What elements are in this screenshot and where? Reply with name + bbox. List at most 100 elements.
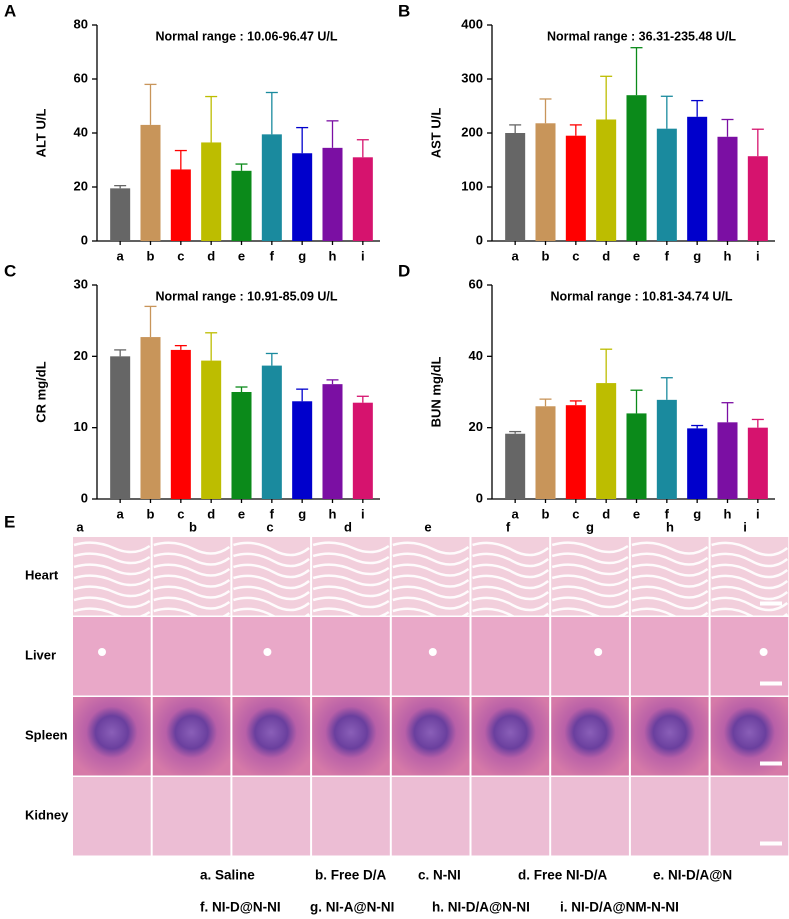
tissue-image (630, 617, 709, 696)
tissue-image (551, 617, 629, 696)
tissue-texture (153, 541, 231, 555)
y-tick-label: 10 (74, 419, 88, 434)
tissue-texture (711, 585, 789, 601)
y-tick-label: 100 (461, 178, 483, 193)
tissue-texture (472, 563, 549, 579)
tissue-texture (153, 574, 231, 588)
y-axis-label: AST U/L (428, 108, 443, 159)
tissue-texture (711, 574, 789, 590)
bar (322, 384, 343, 499)
bar (261, 365, 282, 499)
x-tick-label: e (238, 506, 245, 521)
y-axis-label: ALT U/L (33, 109, 48, 158)
tissue-texture (472, 552, 549, 568)
tissue-image (551, 697, 629, 776)
x-tick-label: a (117, 248, 125, 263)
tissue-texture (551, 596, 629, 609)
legend-entry: b. Free D/A (315, 868, 387, 883)
chart-title: Normal range : 10.91-85.09 U/L (155, 289, 337, 303)
bar (231, 170, 252, 241)
row-label: Kidney (25, 808, 69, 823)
y-tick-label: 20 (74, 178, 88, 193)
panel-label: B (398, 1, 410, 20)
tissue-image (391, 697, 470, 776)
x-tick-label: d (602, 248, 610, 263)
x-tick-label: g (693, 248, 701, 263)
tissue-texture (98, 648, 106, 656)
tissue-image (152, 617, 231, 696)
x-tick-label: g (298, 506, 306, 521)
bar (110, 356, 131, 499)
bar (717, 422, 738, 499)
x-tick-label: c (177, 248, 184, 263)
bar (292, 153, 313, 241)
column-label: g (586, 519, 594, 534)
tissue-texture (312, 541, 390, 554)
tissue-texture (711, 596, 789, 612)
x-tick-label: g (693, 506, 701, 521)
tissue-texture (392, 552, 470, 566)
bar (596, 119, 617, 241)
tissue-texture (73, 777, 151, 856)
tissue-texture (631, 552, 709, 566)
tissue-texture (233, 552, 310, 568)
tissue-texture (759, 648, 768, 656)
y-tick-label: 30 (74, 276, 88, 291)
tissue-image (391, 617, 470, 696)
column-label: c (266, 519, 273, 534)
tissue-texture (312, 596, 390, 609)
tissue-image (312, 697, 390, 776)
legend-entry: i. NI-D/A@NM-N-NI (560, 900, 679, 915)
bar (656, 399, 677, 499)
x-tick-label: h (329, 506, 337, 521)
x-tick-label: i (756, 506, 760, 521)
tissue-texture (631, 541, 709, 555)
tissue-texture (631, 563, 709, 577)
tissue-texture (551, 574, 629, 587)
tissue-image (312, 777, 390, 856)
bar (565, 405, 586, 499)
tissue-texture (233, 585, 310, 601)
tissue-texture (312, 777, 390, 856)
tissue-texture (73, 585, 151, 598)
row-label: Liver (25, 648, 56, 663)
panel-label: A (4, 1, 16, 20)
tissue-image (471, 617, 550, 696)
bar (170, 169, 191, 241)
y-axis-label: BUN mg/dL (428, 357, 443, 428)
tissue-texture (312, 607, 390, 620)
panel-label: D (398, 261, 410, 280)
y-tick-label: 20 (74, 348, 88, 363)
chart-title: Normal range : 36.31-235.48 U/L (547, 29, 736, 43)
tissue-texture (233, 563, 310, 579)
tissue-texture (551, 563, 629, 576)
tissue-texture (73, 574, 151, 587)
tissue-texture (312, 574, 390, 587)
column-label: a (76, 519, 84, 534)
bar (747, 156, 768, 241)
legend-entry: c. N-NI (418, 868, 461, 883)
tissue-texture (312, 585, 390, 598)
bar (565, 135, 586, 241)
legend-entry: e. NI-D/A@N (653, 868, 732, 883)
tissue-texture (711, 552, 789, 568)
y-tick-label: 200 (461, 124, 483, 139)
x-tick-label: a (117, 506, 125, 521)
y-tick-label: 0 (81, 490, 88, 505)
tissue-texture (391, 777, 470, 856)
x-tick-label: e (633, 248, 640, 263)
x-tick-label: f (665, 506, 670, 521)
tissue-texture (312, 552, 390, 565)
bar (201, 360, 222, 499)
bar (717, 136, 738, 241)
tissue-texture (233, 574, 310, 590)
legend-entry: f. NI-D@N-NI (200, 900, 281, 915)
x-tick-label: e (238, 248, 245, 263)
tissue-image (73, 777, 151, 856)
bar (231, 392, 252, 499)
tissue-texture (392, 596, 470, 610)
bar (201, 142, 222, 241)
tissue-image (232, 777, 311, 856)
bar (596, 383, 617, 499)
tissue-texture (263, 648, 272, 656)
